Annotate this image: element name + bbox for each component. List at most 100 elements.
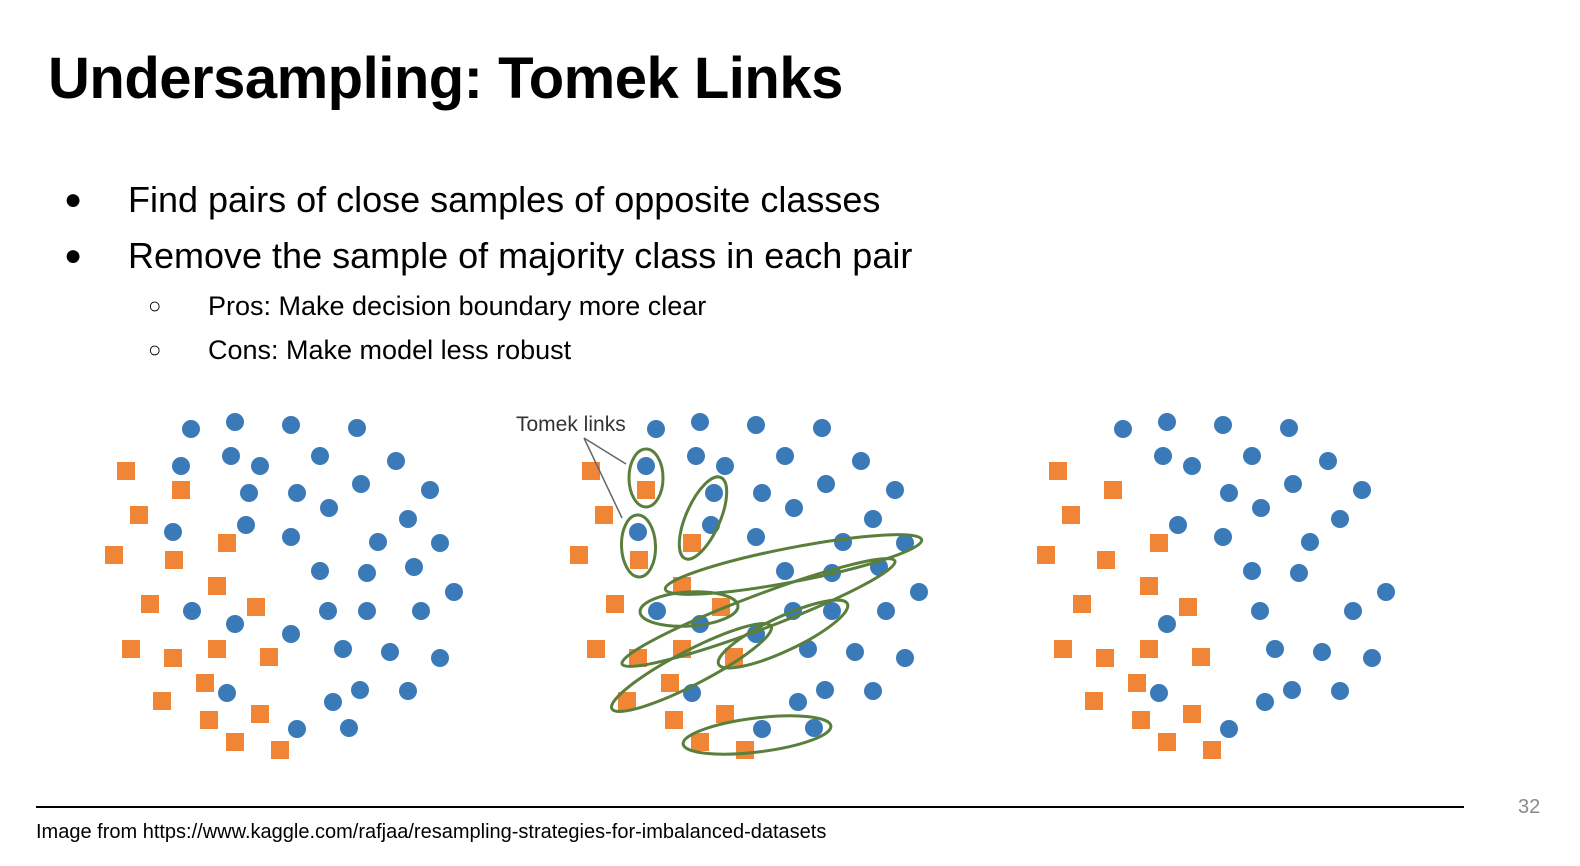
bullet-item: Find pairs of close samples of opposite … <box>60 172 912 228</box>
majority-sample-circle <box>776 562 794 580</box>
majority-sample-circle <box>218 684 236 702</box>
majority-sample-circle <box>1301 533 1319 551</box>
majority-sample-circle <box>896 649 914 667</box>
minority-sample-square <box>208 640 226 658</box>
majority-sample-circle <box>431 649 449 667</box>
majority-sample-circle <box>1214 416 1232 434</box>
majority-sample-circle <box>369 533 387 551</box>
majority-sample-circle <box>789 693 807 711</box>
majority-sample-circle <box>311 562 329 580</box>
majority-sample-circle <box>445 583 463 601</box>
majority-sample-circle <box>1243 562 1261 580</box>
majority-sample-circle <box>405 558 423 576</box>
majority-sample-circle <box>381 643 399 661</box>
majority-sample-circle <box>412 602 430 620</box>
majority-sample-circle <box>886 481 904 499</box>
majority-sample-circle <box>1158 615 1176 633</box>
majority-sample-circle <box>311 447 329 465</box>
minority-sample-square <box>1049 462 1067 480</box>
majority-sample-circle <box>1252 499 1270 517</box>
majority-sample-circle <box>1150 684 1168 702</box>
minority-sample-square <box>595 506 613 524</box>
panel-after-removal <box>1037 413 1395 759</box>
majority-sample-circle <box>1183 457 1201 475</box>
sub-bullet-item: Pros: Make decision boundary more clear <box>60 284 912 328</box>
majority-sample-circle <box>629 523 647 541</box>
majority-sample-circle <box>348 419 366 437</box>
majority-sample-circle <box>1251 602 1269 620</box>
minority-sample-square <box>153 692 171 710</box>
majority-sample-circle <box>1158 413 1176 431</box>
majority-sample-circle <box>1284 475 1302 493</box>
minority-sample-square <box>630 551 648 569</box>
majority-sample-circle <box>813 419 831 437</box>
minority-sample-square <box>260 648 278 666</box>
majority-sample-circle <box>691 413 709 431</box>
majority-sample-circle <box>1331 510 1349 528</box>
majority-sample-circle <box>1313 643 1331 661</box>
majority-sample-circle <box>1266 640 1284 658</box>
minority-sample-square <box>141 595 159 613</box>
majority-sample-circle <box>864 682 882 700</box>
minority-sample-square <box>1183 705 1201 723</box>
minority-sample-square <box>587 640 605 658</box>
page-number: 32 <box>1518 796 1540 819</box>
minority-sample-square <box>247 598 265 616</box>
tomek-link-ellipse <box>670 471 737 566</box>
panel-tomek-links <box>570 413 928 761</box>
minority-sample-square <box>208 577 226 595</box>
majority-sample-circle <box>226 413 244 431</box>
majority-sample-circle <box>687 447 705 465</box>
majority-sample-circle <box>817 475 835 493</box>
minority-sample-square <box>1140 640 1158 658</box>
minority-sample-square <box>1037 546 1055 564</box>
majority-sample-circle <box>747 416 765 434</box>
minority-sample-square <box>1150 534 1168 552</box>
majority-sample-circle <box>319 602 337 620</box>
minority-sample-square <box>105 546 123 564</box>
minority-sample-square <box>251 705 269 723</box>
majority-sample-circle <box>222 447 240 465</box>
majority-sample-circle <box>1154 447 1172 465</box>
majority-sample-circle <box>282 528 300 546</box>
majority-sample-circle <box>240 484 258 502</box>
majority-sample-circle <box>1290 564 1308 582</box>
minority-sample-square <box>637 481 655 499</box>
majority-sample-circle <box>1169 516 1187 534</box>
majority-sample-circle <box>1353 481 1371 499</box>
majority-sample-circle <box>340 719 358 737</box>
majority-sample-circle <box>647 420 665 438</box>
minority-sample-square <box>1073 595 1091 613</box>
majority-sample-circle <box>1283 681 1301 699</box>
bullet-item: Remove the sample of majority class in e… <box>60 228 912 284</box>
slide-title: Undersampling: Tomek Links <box>48 44 843 114</box>
minority-sample-square <box>271 741 289 759</box>
image-credit: Image from https://www.kaggle.com/rafjaa… <box>36 821 826 844</box>
majority-sample-circle <box>877 602 895 620</box>
minority-sample-square <box>1104 481 1122 499</box>
sub-bullet-item: Cons: Make model less robust <box>60 328 912 372</box>
majority-sample-circle <box>785 499 803 517</box>
majority-sample-circle <box>172 457 190 475</box>
majority-sample-circle <box>399 682 417 700</box>
majority-sample-circle <box>282 625 300 643</box>
minority-sample-square <box>164 649 182 667</box>
majority-sample-circle <box>753 720 771 738</box>
minority-sample-square <box>226 733 244 751</box>
minority-sample-square <box>1096 649 1114 667</box>
majority-sample-circle <box>1331 682 1349 700</box>
minority-sample-square <box>196 674 214 692</box>
majority-sample-circle <box>1220 484 1238 502</box>
footer-divider <box>36 806 1464 808</box>
majority-sample-circle <box>1377 583 1395 601</box>
majority-sample-circle <box>805 719 823 737</box>
majority-sample-circle <box>288 720 306 738</box>
bullet-list: Find pairs of close samples of opposite … <box>60 172 912 372</box>
majority-sample-circle <box>358 564 376 582</box>
minority-sample-square <box>716 705 734 723</box>
minority-sample-square <box>1179 598 1197 616</box>
majority-sample-circle <box>1214 528 1232 546</box>
majority-sample-circle <box>282 416 300 434</box>
majority-sample-circle <box>334 640 352 658</box>
panel-original <box>105 413 463 759</box>
